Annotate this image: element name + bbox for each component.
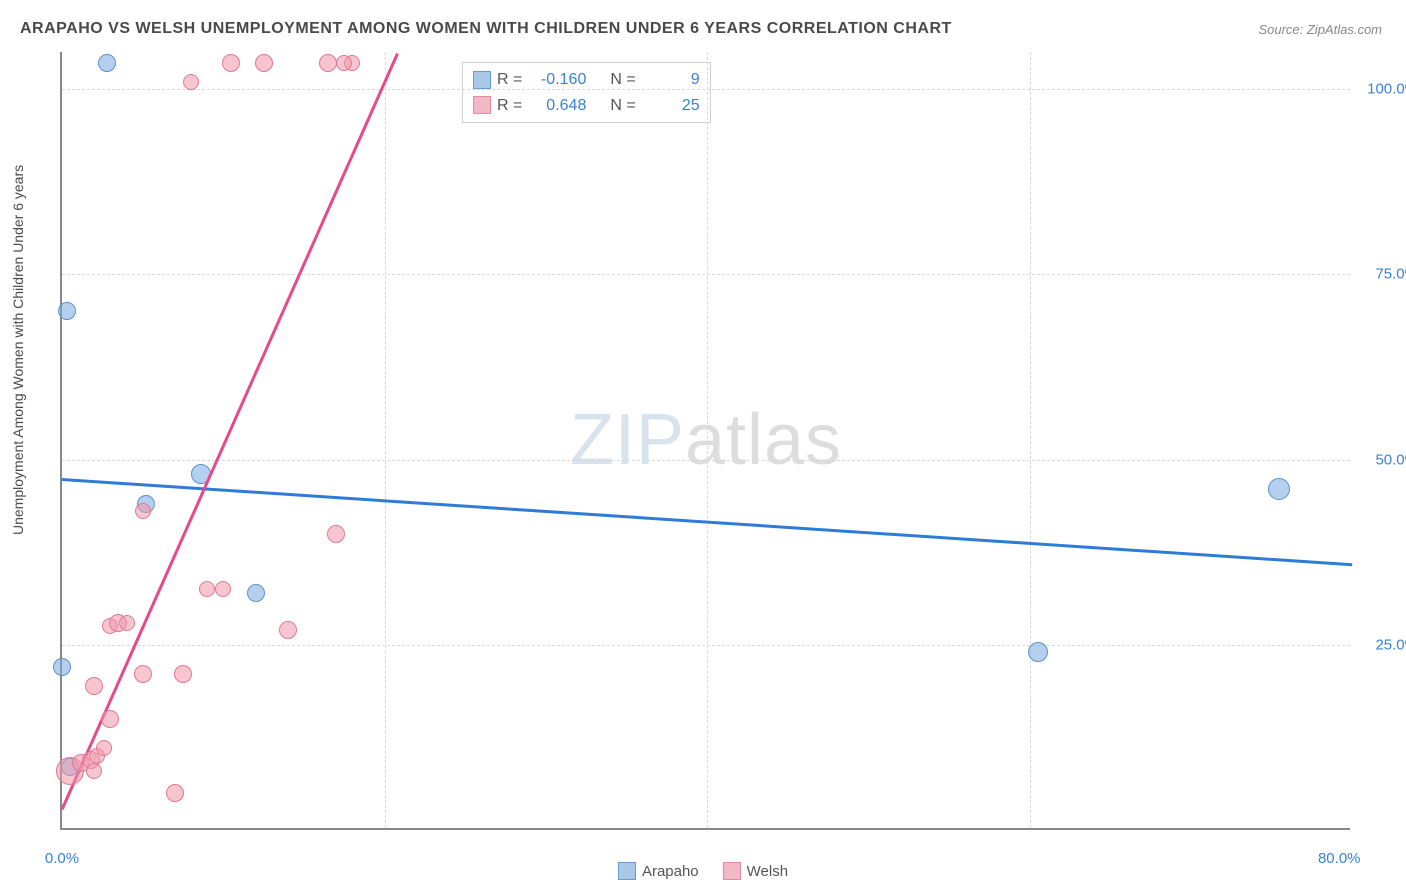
gridline-v [707,52,708,828]
arapaho-point [53,658,71,676]
y-tick-label: 100.0% [1367,81,1406,98]
welsh-swatch-bottom [723,862,741,880]
gridline-h [62,274,1350,275]
welsh-point [101,710,119,728]
welsh-point [222,54,240,72]
gridline-h [62,89,1350,90]
arapaho-point [58,302,76,320]
x-tick-label: 80.0% [1318,850,1361,867]
welsh-point [327,525,345,543]
x-tick-label: 0.0% [45,850,79,867]
arapaho-point [1028,642,1048,662]
welsh-point [135,503,151,519]
welsh-point [215,581,231,597]
welsh-point [279,621,297,639]
arapaho-point [1268,478,1290,500]
arapaho-swatch-bottom [618,862,636,880]
chart-source: Source: ZipAtlas.com [1258,22,1382,37]
welsh-swatch [473,96,491,114]
welsh-point [255,54,273,72]
welsh-point [199,581,215,597]
watermark: ZIPatlas [570,399,842,481]
welsh-point [166,784,184,802]
arapaho-point [98,54,116,72]
y-tick-label: 50.0% [1375,451,1406,468]
welsh-n-value: 25 [642,93,700,119]
gridline-h [62,645,1350,646]
welsh-trendline [61,53,399,810]
gridline-h [62,460,1350,461]
legend-item-arapaho: Arapaho [618,862,699,880]
watermark-zip: ZIP [570,400,685,480]
welsh-r-value: 0.648 [528,93,586,119]
legend-item-welsh: Welsh [723,862,788,880]
stats-row-welsh: R = 0.648 N = 25 [473,93,700,119]
chart-container: ARAPAHO VS WELSH UNEMPLOYMENT AMONG WOME… [0,0,1406,892]
gridline-v [385,52,386,828]
welsh-point [174,665,192,683]
welsh-point [319,54,337,72]
gridline-v [1030,52,1031,828]
n-label-2: N = [610,93,635,119]
welsh-point [336,55,352,71]
legend-label-welsh: Welsh [747,863,788,880]
welsh-point [183,74,199,90]
y-tick-label: 25.0% [1375,636,1406,653]
chart-title: ARAPAHO VS WELSH UNEMPLOYMENT AMONG WOME… [20,20,952,38]
stats-legend: R = -0.160 N = 9 R = 0.648 N = 25 [462,62,711,123]
welsh-point [134,665,152,683]
y-axis-label: Unemployment Among Women with Children U… [10,165,26,535]
arapaho-swatch [473,71,491,89]
welsh-point [96,740,112,756]
welsh-point [86,763,102,779]
y-tick-label: 75.0% [1375,266,1406,283]
welsh-point [119,615,135,631]
watermark-atlas: atlas [685,400,842,480]
legend-label-arapaho: Arapaho [642,863,699,880]
welsh-point [85,677,103,695]
plot-area: ZIPatlas R = -0.160 N = 9 R = 0.648 N = … [60,52,1350,830]
series-legend: Arapaho Welsh [618,862,788,880]
r-label-2: R = [497,93,522,119]
arapaho-point [247,584,265,602]
